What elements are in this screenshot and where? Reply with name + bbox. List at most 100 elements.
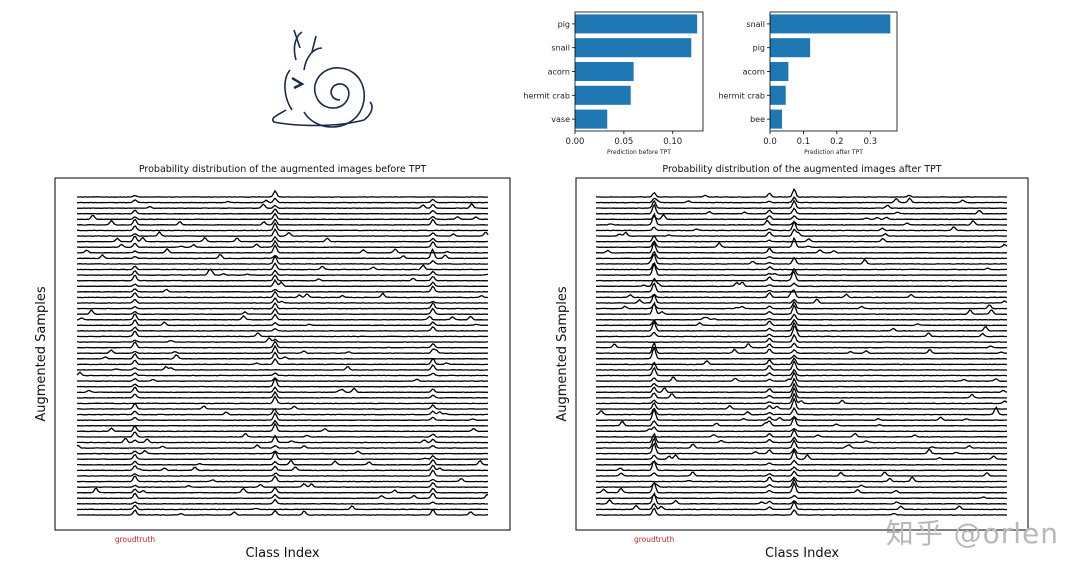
before-ridge-line <box>76 422 489 433</box>
after-ridge-line <box>595 366 1008 377</box>
after-ridge-line <box>595 320 1008 332</box>
before-ridge-line <box>76 419 489 427</box>
after-bar <box>770 109 783 129</box>
after-ridge-line <box>596 277 1008 288</box>
after-ridge-line <box>595 470 1008 477</box>
after-ridge-line <box>595 212 1008 226</box>
before-ridge-line <box>76 326 489 332</box>
after-xtick-label: 0.1 <box>797 137 811 147</box>
before-ridge-line <box>76 274 489 282</box>
before-ridge-line <box>76 262 489 271</box>
before-ridge-line <box>77 411 489 422</box>
before-ridge-line <box>76 197 489 204</box>
before-ridge-line <box>76 227 489 237</box>
before-axes-frame <box>54 177 511 531</box>
before-ridge-line <box>76 504 489 511</box>
before-bar <box>575 109 608 129</box>
before-ridge-line <box>76 212 489 221</box>
after-ridge-line <box>595 199 1008 210</box>
after-ridge-line <box>595 491 1008 505</box>
before-title: Probability distribution of the augmente… <box>139 164 426 175</box>
after-ridge-line <box>595 313 1008 321</box>
after-ridge-line <box>595 293 1008 304</box>
before-ridge-line <box>76 239 488 249</box>
after-ridge-line <box>596 459 1007 472</box>
before-ridge-line <box>76 376 488 388</box>
after-xlabel: Prediction after TPT <box>804 149 863 156</box>
before-bar <box>575 85 631 105</box>
after-ridge-line <box>596 377 1008 388</box>
before-ridge-line <box>76 431 489 438</box>
after-xlabel: Class Index <box>765 546 839 561</box>
after-ridge-line <box>595 300 1008 310</box>
before-axes-frame <box>574 11 704 132</box>
after-ridge-line <box>596 203 1008 215</box>
after-ridge-line <box>595 213 1008 221</box>
before-ridge-line <box>77 450 489 461</box>
after-ridge-line <box>595 346 1008 360</box>
after-ridge-line <box>595 342 1008 349</box>
before-category-label: hermit crab <box>523 91 570 100</box>
after-ridge-line <box>595 396 1008 410</box>
after-ridge-line <box>595 341 1008 355</box>
after-ridge-line <box>595 241 1008 254</box>
before-ridge-line <box>76 319 488 327</box>
after-ridge-line <box>596 432 1007 444</box>
before-ridge-line <box>76 235 488 243</box>
after-axes-frame <box>769 11 898 132</box>
after-ridge-line <box>595 301 1008 316</box>
before-bar <box>575 61 634 82</box>
before-bar <box>575 38 692 58</box>
after-ridge-line <box>596 228 1008 237</box>
after-bar <box>770 14 891 34</box>
after-xtick-label: 0.2 <box>830 137 844 147</box>
after-ridge-line <box>595 371 1008 382</box>
snail-image <box>271 29 373 128</box>
before-ridge-line <box>76 313 489 321</box>
after-ridge-line <box>595 477 1008 488</box>
before-xlabel: Prediction before TPT <box>607 149 671 156</box>
before-ridge-line <box>76 364 489 371</box>
after-xtick-label: 0.3 <box>863 137 877 147</box>
before-ylabel: Augmented Samples <box>34 286 49 422</box>
before-groundtruth-label: groudtruth <box>115 535 156 544</box>
after-category-label: bee <box>750 115 765 124</box>
after-ridge-line <box>596 289 1008 299</box>
before-ridge-line <box>76 340 488 349</box>
after-ridge-line <box>595 436 1008 449</box>
before-ridge-line <box>77 243 489 254</box>
after-ylabel: Augmented Samples <box>555 286 570 422</box>
before-ridge-line <box>76 268 489 276</box>
before-ridge-line <box>76 202 489 210</box>
after-ridge-line <box>595 428 1007 438</box>
after-ridge-line <box>595 476 1008 483</box>
before-category-label: vase <box>551 115 570 124</box>
before-xtick-label: 0.05 <box>614 137 633 147</box>
after-axes-frame <box>575 177 1029 531</box>
before-ridge-line <box>76 285 489 293</box>
after-ridge-line <box>595 386 1008 399</box>
before-ridge-line <box>76 351 489 360</box>
before-ridge-line <box>77 464 489 472</box>
before-category-label: pig <box>558 20 570 29</box>
after-ridge-line <box>595 449 1007 461</box>
after-ridge-line <box>595 318 1007 327</box>
before-ridge-line <box>76 371 489 377</box>
after-bar <box>770 38 811 58</box>
before-ridge-line <box>77 357 489 366</box>
before-ridge-line <box>76 390 489 399</box>
before-category-label: acorn <box>548 68 570 77</box>
after-ridge-line <box>595 442 1008 455</box>
before-xtick-label: 0.00 <box>566 137 585 147</box>
before-ridge-line <box>77 221 489 232</box>
after-ridge-line <box>595 253 1008 265</box>
after-ridge-line <box>596 459 1007 466</box>
after-ridge-line <box>595 481 1008 494</box>
before-ridge-line <box>76 254 489 265</box>
before-ridge-line <box>76 307 489 316</box>
after-groundtruth-label: groudtruth <box>634 535 675 544</box>
before-ridge-line <box>77 408 488 416</box>
after-ridge-line <box>595 196 1008 204</box>
